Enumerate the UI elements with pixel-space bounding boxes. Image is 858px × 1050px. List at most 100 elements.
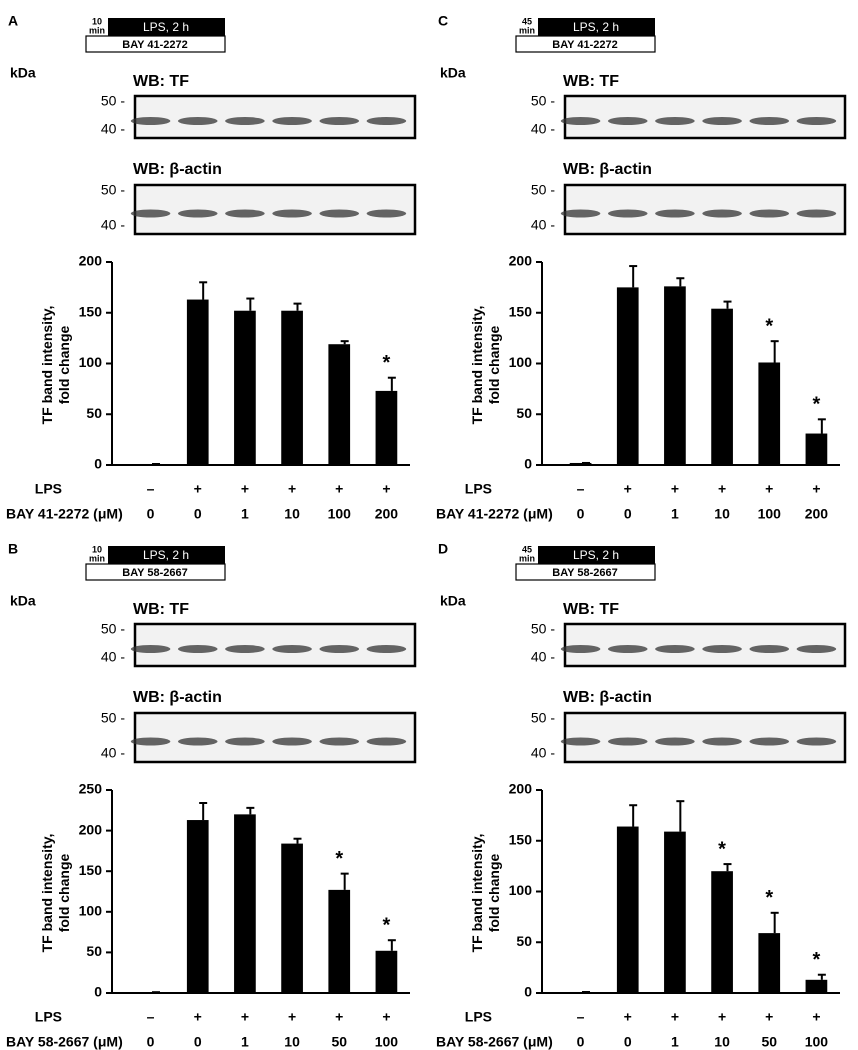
y-tick-label: 100 — [509, 354, 533, 370]
kda-tick: 50 - — [101, 621, 125, 637]
y-tick-label: 100 — [79, 903, 103, 919]
band — [225, 737, 265, 746]
band — [130, 737, 171, 746]
lps-label: + — [382, 1009, 390, 1025]
bar — [234, 814, 256, 993]
panel-label: D — [438, 541, 448, 557]
lps-label: + — [288, 1009, 296, 1025]
x-tick-label: 0 — [194, 506, 202, 522]
band — [702, 737, 742, 746]
y-axis-label: TF band intensity,fold change — [469, 306, 502, 425]
bar — [711, 308, 733, 465]
bar — [616, 287, 639, 465]
lps-bar — [108, 18, 225, 36]
bar — [664, 831, 686, 993]
y-tick-label: 150 — [79, 303, 103, 319]
kda-tick: 50 - — [531, 621, 555, 637]
x-tick-label: 100 — [758, 506, 782, 522]
band — [272, 117, 312, 125]
pretreatment: min — [89, 553, 105, 563]
y-axis-label: TF band intensity,fold change — [469, 834, 502, 953]
kda-tick: 40 - — [101, 649, 125, 665]
band — [655, 117, 695, 125]
significance: * — [383, 352, 391, 374]
blot — [133, 183, 417, 236]
kda-tick: 50 - — [531, 182, 555, 198]
lps-bar — [538, 546, 655, 564]
panel-label: C — [438, 13, 448, 29]
x-tick-label: 1 — [671, 1034, 679, 1050]
x-tick-label: 0 — [624, 506, 632, 522]
drug-bar-label: BAY 41-2272 — [122, 39, 187, 51]
x-tick-label: 1 — [671, 506, 679, 522]
y-axis-label-line: fold change — [486, 854, 502, 933]
blot — [133, 711, 417, 764]
y-tick-label: 0 — [94, 456, 102, 472]
lps-label: + — [671, 481, 679, 497]
drug-bar-label: BAY 58-2667 — [552, 567, 617, 579]
lps-bar-label: LPS, 2 h — [143, 548, 189, 562]
bar — [328, 344, 351, 465]
lps-label: – — [577, 1009, 585, 1025]
lps-label: + — [812, 1009, 820, 1025]
y-tick-label: 200 — [79, 253, 103, 269]
x-tick-label: 1 — [241, 1034, 249, 1050]
x-axis-label: BAY 41-2272 (μM) — [436, 506, 553, 522]
significance: * — [335, 848, 343, 870]
band — [130, 209, 171, 218]
lps-label: + — [194, 1009, 202, 1025]
lps-label: + — [718, 481, 726, 497]
band — [177, 117, 218, 125]
blot-label: WB: β-actin — [133, 689, 222, 706]
y-axis-label-line: TF band intensity, — [469, 306, 485, 425]
bar — [805, 979, 828, 993]
lps-label: + — [624, 1009, 632, 1025]
band — [702, 645, 742, 653]
bar — [328, 889, 351, 993]
lps-label: + — [671, 1009, 679, 1025]
band — [607, 645, 648, 653]
y-axis-label-line: fold change — [56, 326, 72, 405]
band — [225, 117, 265, 125]
pretreatment: 10 — [92, 16, 102, 26]
kda-tick: 50 - — [531, 710, 555, 726]
band — [796, 209, 837, 218]
drug-bar — [515, 35, 656, 53]
band — [749, 209, 790, 218]
y-tick-label: 200 — [509, 781, 533, 797]
lps-bar-label: LPS, 2 h — [573, 20, 619, 34]
band — [272, 209, 312, 218]
kda-label: kDa — [440, 593, 466, 609]
y-tick-label: 0 — [524, 456, 532, 472]
bar — [616, 826, 639, 993]
y-tick-label: 150 — [509, 831, 533, 847]
band — [130, 117, 171, 125]
blot-label: WB: TF — [133, 601, 189, 618]
x-tick-label: 50 — [761, 1034, 777, 1050]
band — [319, 737, 360, 746]
band — [319, 645, 360, 653]
lps-label: + — [765, 481, 773, 497]
band — [560, 209, 601, 218]
blot — [563, 183, 847, 236]
x-tick-label: 100 — [805, 1034, 829, 1050]
y-tick-label: 50 — [516, 405, 532, 421]
x-tick-label: 10 — [284, 1034, 300, 1050]
y-axis-label-line: fold change — [486, 326, 502, 405]
band — [796, 737, 837, 746]
x-tick-label: 0 — [624, 1034, 632, 1050]
x-tick-label: 100 — [328, 506, 352, 522]
lps-label: – — [147, 481, 155, 497]
band — [366, 209, 407, 218]
kda-tick: 40 - — [101, 745, 125, 761]
y-tick-label: 200 — [79, 821, 103, 837]
band — [749, 737, 790, 746]
band — [177, 645, 218, 653]
lps-bar-label: LPS, 2 h — [573, 548, 619, 562]
y-tick-label: 150 — [509, 303, 533, 319]
pretreatment: 45 — [522, 16, 532, 26]
